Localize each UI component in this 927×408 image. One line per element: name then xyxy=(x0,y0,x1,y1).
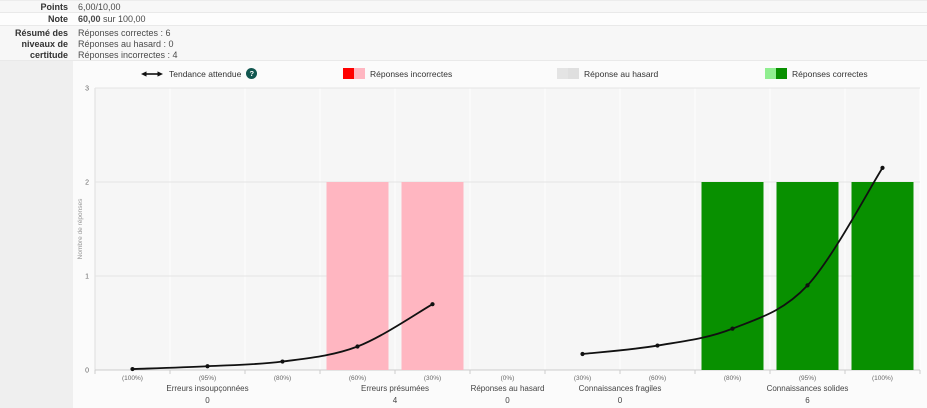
swatch-half xyxy=(776,68,787,79)
table-row-grade: Note 60,00 sur 100,00 xyxy=(0,13,927,26)
trend-point xyxy=(655,343,660,348)
x-tick-label: (30%) xyxy=(424,375,441,382)
x-tick-label: (100%) xyxy=(872,375,893,382)
group-count: 6 xyxy=(805,396,810,405)
group-label: Connaissances solides xyxy=(767,384,849,393)
group-label: Erreurs insoupçonnées xyxy=(166,384,248,393)
grade-value-outof: sur 100,00 xyxy=(100,14,146,24)
x-tick-label: (95%) xyxy=(799,375,816,382)
swatch-half xyxy=(568,68,579,79)
x-tick-label: (0%) xyxy=(501,375,515,382)
legend-item-incorrect[interactable]: Réponses incorrectes xyxy=(343,67,452,80)
x-tick-label: (95%) xyxy=(199,375,216,382)
trend-line-icon xyxy=(141,70,163,77)
group-label: Réponses au hasard xyxy=(471,384,545,393)
trend-line xyxy=(581,167,884,355)
y-axis-label: Nombre de réponses xyxy=(77,198,84,259)
incorrect-count-text: Réponses incorrectes : 4 xyxy=(78,50,178,60)
trend-point xyxy=(280,359,285,364)
y-tick-label: 3 xyxy=(85,86,89,93)
bar xyxy=(401,182,464,370)
points-label: Points xyxy=(40,2,68,12)
grade-label: Note xyxy=(48,14,68,24)
bar xyxy=(326,182,389,370)
certainty-chart-panel: Tendance attendue ? Réponses incorrectes… xyxy=(0,61,927,408)
certainty-summary-label: Résumé des niveaux de certitude xyxy=(0,26,73,60)
legend-label-trend: Tendance attendue xyxy=(169,68,242,79)
x-tick-label: (60%) xyxy=(349,375,366,382)
certainty-summary-label-line: niveaux de xyxy=(21,39,68,49)
group-count: 0 xyxy=(205,396,210,405)
trend-point xyxy=(430,302,435,307)
help-icon[interactable]: ? xyxy=(246,68,258,79)
swatch-half xyxy=(765,68,776,79)
legend-label-random: Réponse au hasard xyxy=(584,68,659,79)
legend-item-random[interactable]: Réponse au hasard xyxy=(557,67,658,80)
random-swatch-icon xyxy=(557,68,579,79)
group-count: 0 xyxy=(618,396,623,405)
legend-item-correct[interactable]: Réponses correctes xyxy=(765,67,868,80)
group-label: Erreurs présumées xyxy=(361,384,429,393)
trend-point xyxy=(805,283,810,288)
trend-point xyxy=(580,351,585,357)
bar xyxy=(851,182,914,370)
legend-item-trend[interactable]: Tendance attendue ? xyxy=(140,67,258,80)
certainty-summary-label-line: Résumé des xyxy=(14,28,68,38)
table-row-points: Points 6,00/10,00 xyxy=(0,0,927,13)
incorrect-swatch-icon xyxy=(343,68,365,79)
x-tick-label: (30%) xyxy=(574,375,591,382)
swatch-half xyxy=(557,68,568,79)
trend-point xyxy=(730,326,735,331)
table-row-certainty-summary: Résumé des niveaux de certitude Réponses… xyxy=(0,26,927,61)
x-tick-label: (80%) xyxy=(274,375,291,382)
trend-point xyxy=(205,364,210,369)
certainty-chart: 0 1 2 3 (100%) (95%) (80%) (60%) (30%) (0%) (30%) (… xyxy=(77,86,921,405)
table-header-spacer xyxy=(0,61,73,408)
group-label: Connaissances fragiles xyxy=(579,384,662,393)
group-count: 4 xyxy=(393,396,398,405)
swatch-half xyxy=(343,68,354,79)
x-tick-label: (100%) xyxy=(122,375,143,382)
grade-value: 60,00 sur 100,00 xyxy=(73,13,146,25)
grade-value-number: 60,00 xyxy=(78,14,101,24)
x-tick-label: (60%) xyxy=(649,375,666,382)
correct-count-text: Réponses correctes : 6 xyxy=(78,28,171,38)
y-tick-label: 1 xyxy=(85,274,89,281)
x-tick-label: (80%) xyxy=(724,375,741,382)
bar xyxy=(776,182,839,370)
legend-label-incorrect: Réponses incorrectes xyxy=(370,68,453,79)
random-count-text: Réponses au hasard : 0 xyxy=(78,39,174,49)
y-tick-label: 0 xyxy=(85,368,89,375)
trend-point xyxy=(130,366,135,372)
trend-point xyxy=(355,344,360,349)
bar xyxy=(701,182,764,370)
points-value: 6,00/10,00 xyxy=(78,2,121,12)
correct-swatch-icon xyxy=(765,68,787,79)
group-count: 0 xyxy=(505,396,510,405)
y-tick-label: 2 xyxy=(85,180,89,187)
trend-point xyxy=(880,165,885,170)
swatch-half xyxy=(354,68,365,79)
certainty-summary-label-line: certitude xyxy=(29,50,68,60)
certainty-summary-values: Réponses correctes : 6 Réponses au hasar… xyxy=(73,26,178,60)
legend-label-correct: Réponses correctes xyxy=(792,68,868,79)
